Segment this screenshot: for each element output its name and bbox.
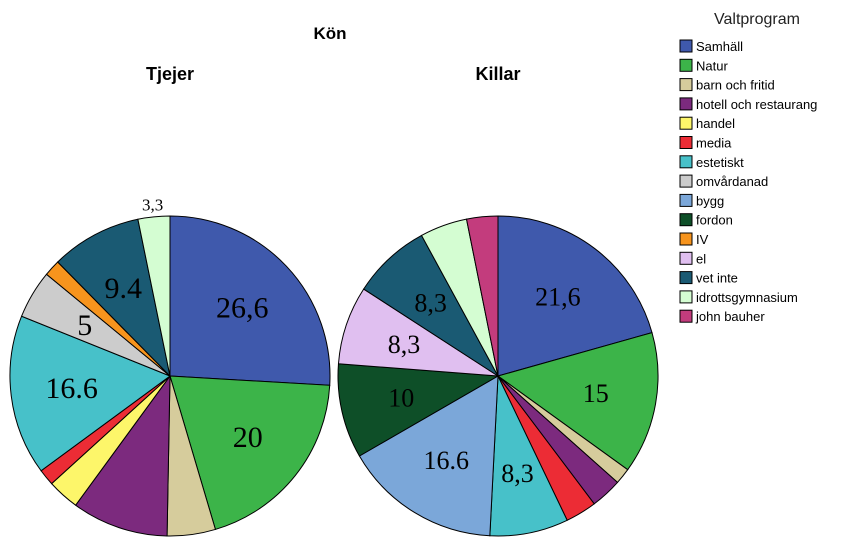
- slice-label-tjejer-estetiskt: 16.6: [45, 372, 98, 405]
- pie-killar: 21,6 15 8,3 16.6 10 8,3 8,3: [337, 215, 659, 537]
- slice-label-killar-vet-inte: 8,3: [414, 289, 447, 318]
- legend-label-estetiskt: estetiskt: [696, 155, 744, 170]
- legend-label-natur: Natur: [696, 58, 728, 73]
- legend-label-handel: handel: [696, 116, 735, 131]
- legend-label-omvårdanad: omvårdanad: [696, 174, 768, 189]
- slice-label-killar-estetiskt: 8,3: [501, 459, 534, 488]
- slice-label-killar-samhäll: 21,6: [535, 282, 581, 311]
- legend-label-vet-inte: vet inte: [696, 271, 738, 286]
- slice-tjejer-hotell-och-restaurang: [74, 374, 171, 537]
- legend-swatch-estetiskt: [679, 155, 693, 169]
- slice-label-tjejer-natur: 20: [233, 421, 263, 454]
- pie-tjejer: 26,6 20 16.6 5 9.4 3,3: [9, 195, 331, 537]
- slice-label-killar-natur: 15: [583, 379, 609, 408]
- legend-label-media: media: [696, 136, 732, 151]
- slice-killar-samhäll: [497, 215, 653, 377]
- legend-label-bygg: bygg: [696, 193, 724, 208]
- slice-tjejer-estetiskt: [9, 315, 172, 472]
- slice-killar-bygg: [358, 375, 499, 537]
- chart-title: Kön: [313, 24, 346, 43]
- legend-swatch-samhäll: [679, 39, 693, 53]
- slice-label-tjejer-idrottsgymnasium: 3,3: [142, 195, 163, 214]
- legend-label-iv: IV: [696, 232, 709, 247]
- slice-label-tjejer-omvårdanad: 5: [77, 309, 92, 342]
- legend-swatch-john-bauher: [679, 309, 693, 323]
- slice-label-tjejer-vet-inte: 9.4: [105, 272, 143, 305]
- legend-swatch-hotell-och-restaurang: [679, 97, 693, 111]
- legend-swatch-handel: [679, 116, 693, 130]
- legend-title: Valtprogram: [714, 11, 800, 28]
- legend-label-idrottsgymnasium: idrottsgymnasium: [696, 290, 798, 305]
- slice-tjejer-vet-inte: [57, 218, 171, 378]
- legend-label-fordon: fordon: [696, 213, 733, 228]
- legend-swatch-fordon: [679, 213, 693, 227]
- legend-swatch-omvårdanad: [679, 174, 693, 188]
- pie-title-killar: Killar: [475, 64, 520, 84]
- slice-label-killar-el: 8,3: [388, 330, 421, 359]
- legend-swatch-media: [679, 136, 693, 149]
- legend-swatch-bygg: [679, 193, 693, 207]
- legend-label-el: el: [696, 251, 706, 266]
- slice-killar-john-bauher: [465, 215, 499, 377]
- legend-label-hotell-och-restaurang: hotell och restaurang: [696, 97, 817, 112]
- legend-label-samhäll: Samhäll: [696, 39, 743, 54]
- slice-label-killar-fordon: 10: [388, 384, 414, 413]
- legend: Valtprogram Samhäll Natur barn och fritid h…: [679, 11, 817, 324]
- legend-label-barn-och-fritid: barn och fritid: [696, 78, 775, 93]
- slice-label-tjejer-samhäll: 26,6: [216, 291, 269, 324]
- legend-swatch-vet-inte: [679, 271, 693, 285]
- legend-swatch-natur: [679, 58, 693, 72]
- pie-title-tjejer: Tjejer: [146, 64, 194, 84]
- slice-killar-natur: [496, 332, 659, 471]
- slice-killar-fordon: [337, 363, 500, 457]
- legend-label-john-bauher: john bauher: [695, 309, 765, 324]
- slice-tjejer-samhäll: [169, 215, 331, 386]
- slice-tjejer-natur: [169, 375, 331, 531]
- legend-swatch-barn-och-fritid: [679, 78, 693, 92]
- legend-swatch-iv: [679, 232, 693, 246]
- legend-swatch-idrottsgymnasium: [679, 290, 693, 304]
- slice-tjejer-idrottsgymnasium: [137, 215, 171, 377]
- slice-label-killar-bygg: 16.6: [423, 446, 469, 475]
- legend-swatch-el: [679, 251, 693, 265]
